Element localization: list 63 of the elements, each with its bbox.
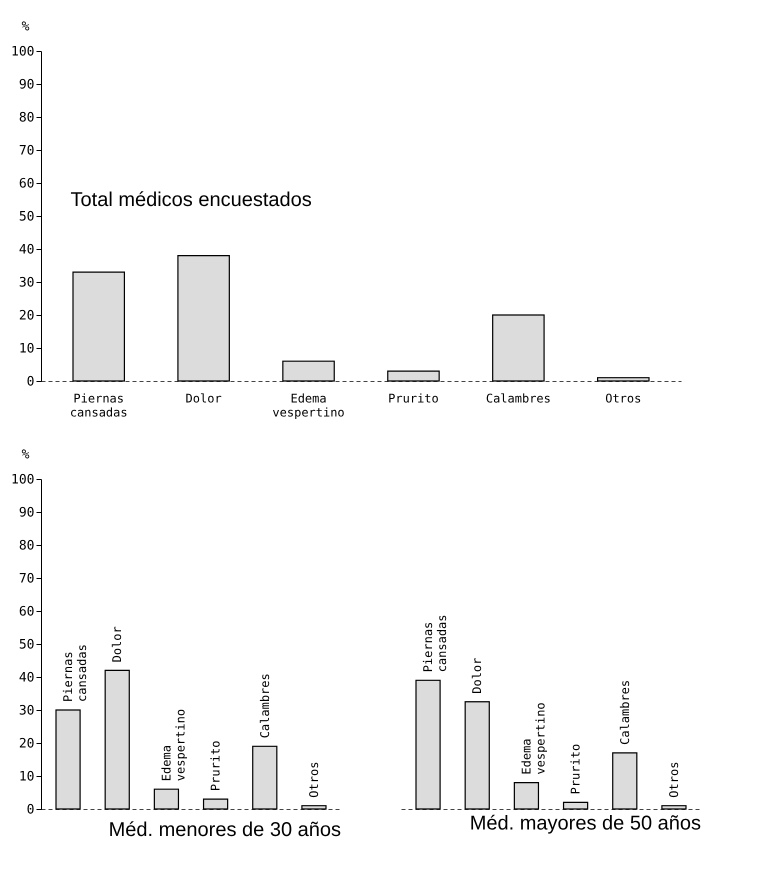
bar (415, 680, 441, 810)
y-axis-title: % (22, 448, 30, 462)
y-axis-title: % (22, 20, 30, 34)
text: Méd. mayores de 50 años (470, 812, 701, 835)
x-tick-label: Piernas cansadas (61, 644, 90, 702)
bar (464, 701, 490, 810)
y-tick-label: 40 (18, 242, 34, 258)
x-tick-label: Prurito (388, 392, 439, 406)
x-tick-label: Otros (666, 762, 681, 798)
x-tick-label: Piernas cansadas (421, 614, 450, 672)
y-tick-label: 90 (18, 78, 34, 92)
x-tick-label: Prurito (568, 744, 583, 794)
bar (252, 746, 278, 810)
x-tick-label: Dolor (110, 626, 124, 662)
bar (282, 360, 335, 382)
x-tick-label: Otros (306, 762, 321, 798)
bar (596, 377, 650, 382)
bar (177, 255, 230, 382)
bar (492, 314, 545, 382)
bar (202, 798, 228, 810)
bar (387, 370, 440, 382)
bar (154, 788, 180, 810)
bar (104, 670, 130, 810)
y-tick-label: 40 (18, 670, 34, 686)
y-tick-label: 30 (18, 276, 34, 290)
x-tick-label: Piernas cansadas (70, 392, 128, 420)
y-tick-label: 0 (26, 374, 34, 390)
y-tick-label: 90 (18, 506, 34, 520)
x-tick-label: Calambres (486, 392, 551, 406)
text: Total médicos encuestados (70, 189, 312, 211)
y-tick-label: 20 (18, 736, 34, 752)
bar (514, 782, 540, 810)
y-tick-label: 70 (18, 144, 34, 158)
y-tick-label: 30 (18, 704, 34, 718)
x-tick-label: Calambres (618, 680, 632, 745)
y-tick-label: 80 (18, 538, 34, 554)
bar (72, 272, 126, 382)
x-tick-label: Edema vespertino (272, 392, 345, 420)
y-tick-label: 100 (11, 44, 34, 60)
bar (301, 805, 327, 810)
text: Méd. menores de 30 años (108, 819, 341, 841)
y-tick-label: 50 (18, 210, 34, 224)
y-tick-label: 20 (18, 308, 34, 324)
bar (55, 709, 81, 810)
y-tick-label: 0 (26, 802, 34, 818)
x-tick-label: Otros (605, 392, 642, 406)
x-tick-label: Dolor (186, 392, 222, 406)
bar (612, 752, 638, 810)
x-tick-label: Dolor (470, 658, 484, 694)
x-tick-label: Prurito (208, 740, 223, 792)
y-tick-label: 10 (18, 342, 34, 356)
x-tick-label: Calambres (258, 673, 272, 738)
y-tick-label: 80 (18, 110, 34, 126)
x-tick-label: Edema vespertino (159, 708, 188, 782)
bar (661, 805, 687, 810)
y-tick-label: 70 (18, 572, 34, 586)
y-tick-label: 50 (18, 638, 34, 652)
y-tick-label: 10 (18, 770, 34, 784)
bar (562, 802, 588, 810)
y-tick-label: 100 (11, 472, 34, 488)
y-tick-label: 60 (18, 604, 34, 620)
y-tick-label: 60 (18, 176, 34, 192)
x-tick-label: Edema vespertino (519, 702, 548, 775)
